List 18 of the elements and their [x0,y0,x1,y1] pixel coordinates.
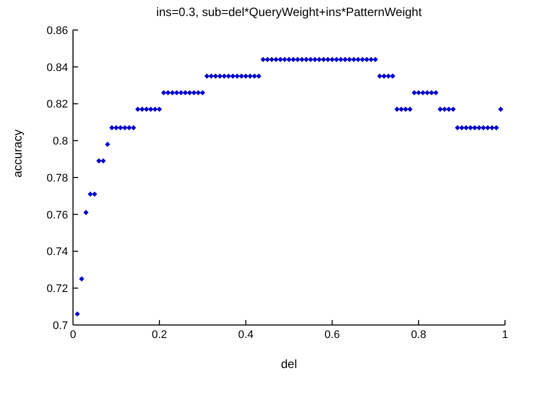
y-tick-label: 0.78 [46,172,68,184]
y-tick-label: 0.86 [46,24,68,37]
x-tick-label: 0.2 [152,328,168,341]
chart-title: ins=0.3, sub=del*QueryWeight+ins*PatternWeight [156,5,422,19]
y-tick-label: 0.72 [46,283,68,296]
y-tick-label: 0.76 [46,209,68,222]
y-axis-title: accuracy [10,129,24,178]
x-tick-label: 0.8 [410,328,426,341]
y-tick-label: 0.8 [52,136,68,148]
y-tick-label: 0.84 [46,62,68,74]
x-tick-label: 0.6 [324,328,340,341]
x-tick-label: 0.4 [238,328,254,341]
x-tick-label: 0 [70,328,76,341]
y-tick-label: 0.82 [46,98,68,111]
y-tick-label: 0.7 [52,320,68,332]
x-tick-label: 1 [502,328,508,341]
y-tick-label: 0.74 [46,246,68,258]
x-axis-title: del [280,357,298,371]
